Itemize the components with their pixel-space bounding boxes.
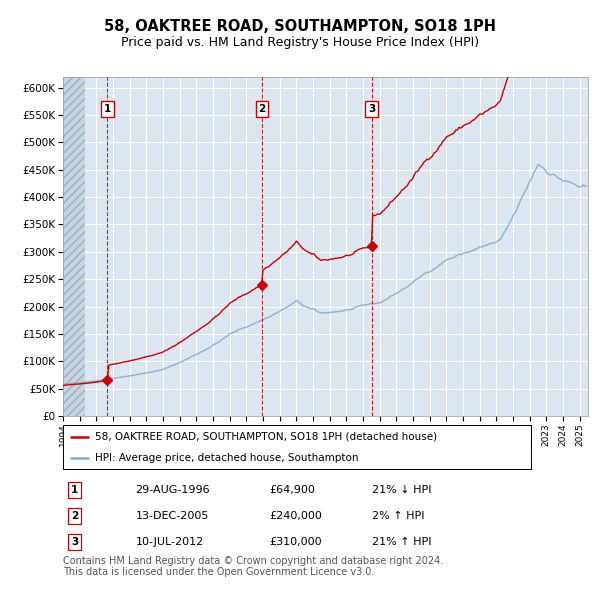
Text: 1: 1 bbox=[71, 486, 79, 495]
Text: 3: 3 bbox=[368, 104, 375, 114]
Text: £240,000: £240,000 bbox=[269, 510, 322, 520]
Text: £310,000: £310,000 bbox=[269, 537, 322, 547]
Text: 2: 2 bbox=[259, 104, 266, 114]
Text: 1: 1 bbox=[104, 104, 111, 114]
Text: 58, OAKTREE ROAD, SOUTHAMPTON, SO18 1PH (detached house): 58, OAKTREE ROAD, SOUTHAMPTON, SO18 1PH … bbox=[95, 432, 437, 442]
Text: 21% ↑ HPI: 21% ↑ HPI bbox=[372, 537, 431, 547]
Text: 3: 3 bbox=[71, 537, 79, 547]
Bar bbox=[63, 77, 85, 416]
Text: 10-JUL-2012: 10-JUL-2012 bbox=[136, 537, 204, 547]
Text: 58, OAKTREE ROAD, SOUTHAMPTON, SO18 1PH: 58, OAKTREE ROAD, SOUTHAMPTON, SO18 1PH bbox=[104, 19, 496, 34]
Text: 2: 2 bbox=[71, 510, 79, 520]
Text: HPI: Average price, detached house, Southampton: HPI: Average price, detached house, Sout… bbox=[95, 453, 358, 463]
Text: 29-AUG-1996: 29-AUG-1996 bbox=[136, 486, 210, 495]
Text: Price paid vs. HM Land Registry's House Price Index (HPI): Price paid vs. HM Land Registry's House … bbox=[121, 36, 479, 49]
Text: 21% ↓ HPI: 21% ↓ HPI bbox=[372, 486, 431, 495]
Text: £64,900: £64,900 bbox=[269, 486, 315, 495]
Text: Contains HM Land Registry data © Crown copyright and database right 2024.
This d: Contains HM Land Registry data © Crown c… bbox=[63, 556, 443, 578]
Text: 2% ↑ HPI: 2% ↑ HPI bbox=[372, 510, 424, 520]
Text: 13-DEC-2005: 13-DEC-2005 bbox=[136, 510, 209, 520]
